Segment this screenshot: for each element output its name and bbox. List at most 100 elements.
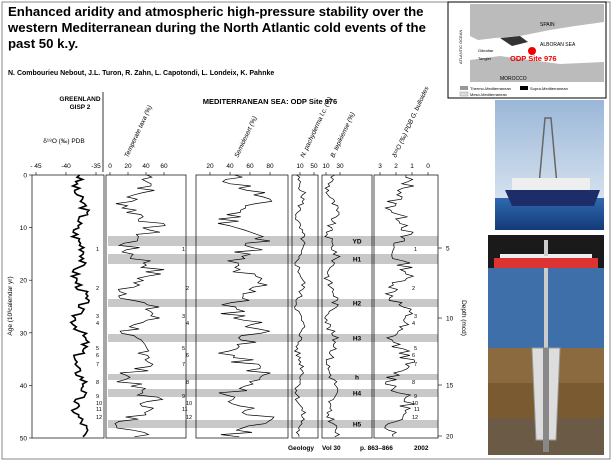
column-label: Semidesert (%): [233, 115, 258, 159]
event-number: 1: [96, 247, 99, 253]
event-label: H1: [353, 257, 362, 264]
x-tick-label: 30: [336, 163, 344, 170]
y-axis-title: Age (10³calendar yr): [7, 276, 14, 335]
event-number: 1: [414, 247, 417, 253]
map-label: Gibraltar: [478, 48, 494, 53]
event-number: 2: [186, 286, 189, 292]
event-number: 2: [96, 286, 99, 292]
derrick: [544, 240, 548, 256]
event-number: 12: [412, 415, 418, 421]
event-band: [108, 236, 438, 246]
map-label: MOROCCO: [500, 76, 527, 82]
greenland-sub: GISP 2: [70, 104, 91, 111]
x-tick-label: 0: [108, 163, 112, 170]
y2-tick-label: 10: [446, 316, 454, 323]
legend-swatch: [460, 92, 468, 96]
x-tick-label: 60: [246, 163, 254, 170]
med-header: MEDITERRANEAN SEA: ODP Site 976: [203, 97, 337, 106]
event-number: 5: [414, 346, 417, 352]
x-tick-label: 20: [206, 163, 214, 170]
curve: [71, 175, 89, 437]
ship-photo: [495, 100, 604, 230]
x-tick-label: 1: [410, 163, 414, 170]
event-number: 4: [412, 321, 415, 327]
event-number: 7: [96, 362, 99, 368]
x-tick-label: 40: [142, 163, 150, 170]
vessel: [494, 258, 598, 268]
legend-swatch: [460, 86, 468, 90]
map-legend: Supra-Mediterranean: [530, 86, 568, 91]
authors: N. Combourieu Nebout, J.L. Turon, R. Zah…: [8, 70, 274, 77]
drill-string: [543, 348, 549, 452]
event-number: 3: [182, 314, 185, 320]
y-tick-label: 20: [20, 278, 28, 285]
map-legend: Thermo-Mediterranean: [470, 86, 511, 91]
column-label: δ¹⁸O (‰) PDB G. bulloides: [391, 85, 430, 159]
greenland-header: GREENLAND: [59, 96, 100, 103]
citation: p. 863–866: [360, 445, 393, 452]
x-tick-label: 50: [310, 163, 318, 170]
event-label: H5: [353, 422, 362, 429]
event-number: 8: [186, 380, 189, 386]
event-number: 8: [96, 380, 99, 386]
x-tick-label: 2: [394, 163, 398, 170]
y-tick-label: 30: [20, 330, 28, 337]
superstructure: [512, 178, 590, 192]
x-tick-label: 20: [124, 163, 132, 170]
event-number: 2: [412, 286, 415, 292]
slide: Enhanced aridity and atmospheric high-pr…: [0, 0, 612, 461]
y2-tick-label: 15: [446, 383, 454, 390]
event-band: [108, 254, 438, 264]
y-tick-label: 10: [20, 225, 28, 232]
map-label: Tangier: [478, 56, 492, 61]
column-label: Temperate taxa (%): [123, 104, 153, 158]
title-box: Enhanced aridity and atmospheric high-pr…: [8, 4, 448, 68]
y2-axis-title: Depth (mcd): [460, 300, 467, 336]
drill-diagram: [488, 235, 604, 455]
event-number: 11: [182, 407, 188, 413]
map-legend: Meso-Mediterranean: [470, 92, 507, 97]
event-number: 9: [96, 394, 99, 400]
x-tick-label: - 45: [30, 163, 42, 170]
pipe: [544, 268, 548, 348]
y2-tick-label: 5: [446, 246, 450, 253]
event-number: 4: [96, 321, 99, 327]
event-number: 11: [414, 407, 420, 413]
event-number: 6: [96, 353, 99, 359]
map: SPAIN ALBORAN SEA ATLANTIC OCEAN MOROCCO…: [448, 2, 606, 98]
event-number: 5: [182, 346, 185, 352]
x-tick-label: -35: [91, 163, 101, 170]
slide-canvas: Enhanced aridity and atmospheric high-pr…: [0, 0, 612, 461]
event-band: [108, 420, 438, 428]
column-label: B. tepikiense (%): [329, 111, 356, 158]
event-number: 3: [96, 314, 99, 320]
event-number: 6: [412, 353, 415, 359]
event-number: 7: [182, 362, 185, 368]
x-tick-label: 0: [426, 163, 430, 170]
y2-tick-label: 20: [446, 434, 454, 441]
event-number: 5: [96, 346, 99, 352]
event-number: 8: [412, 380, 415, 386]
map-label: SPAIN: [540, 22, 555, 28]
x-tick-label: 60: [160, 163, 168, 170]
event-label: H2: [353, 301, 362, 308]
event-label: H4: [353, 391, 362, 398]
event-number: 12: [186, 415, 192, 421]
citation: Vol 30: [322, 445, 341, 452]
axis-title: δ¹⁸O (‰) PDB: [43, 138, 84, 145]
event-label: H3: [353, 336, 362, 343]
panel-frame: [32, 175, 104, 438]
hull: [505, 190, 600, 206]
event-band: [108, 389, 438, 397]
x-tick-label: 10: [296, 163, 304, 170]
event-number: 9: [182, 394, 185, 400]
x-tick-label: 3: [378, 163, 382, 170]
map-label: ATLANTIC OCEAN: [458, 30, 463, 64]
x-tick-label: 80: [266, 163, 274, 170]
event-number: 1: [182, 247, 185, 253]
event-number: 4: [186, 321, 189, 327]
event-number: 7: [414, 362, 417, 368]
event-number: 9: [414, 394, 417, 400]
event-number: 6: [186, 353, 189, 359]
x-tick-label: 40: [226, 163, 234, 170]
